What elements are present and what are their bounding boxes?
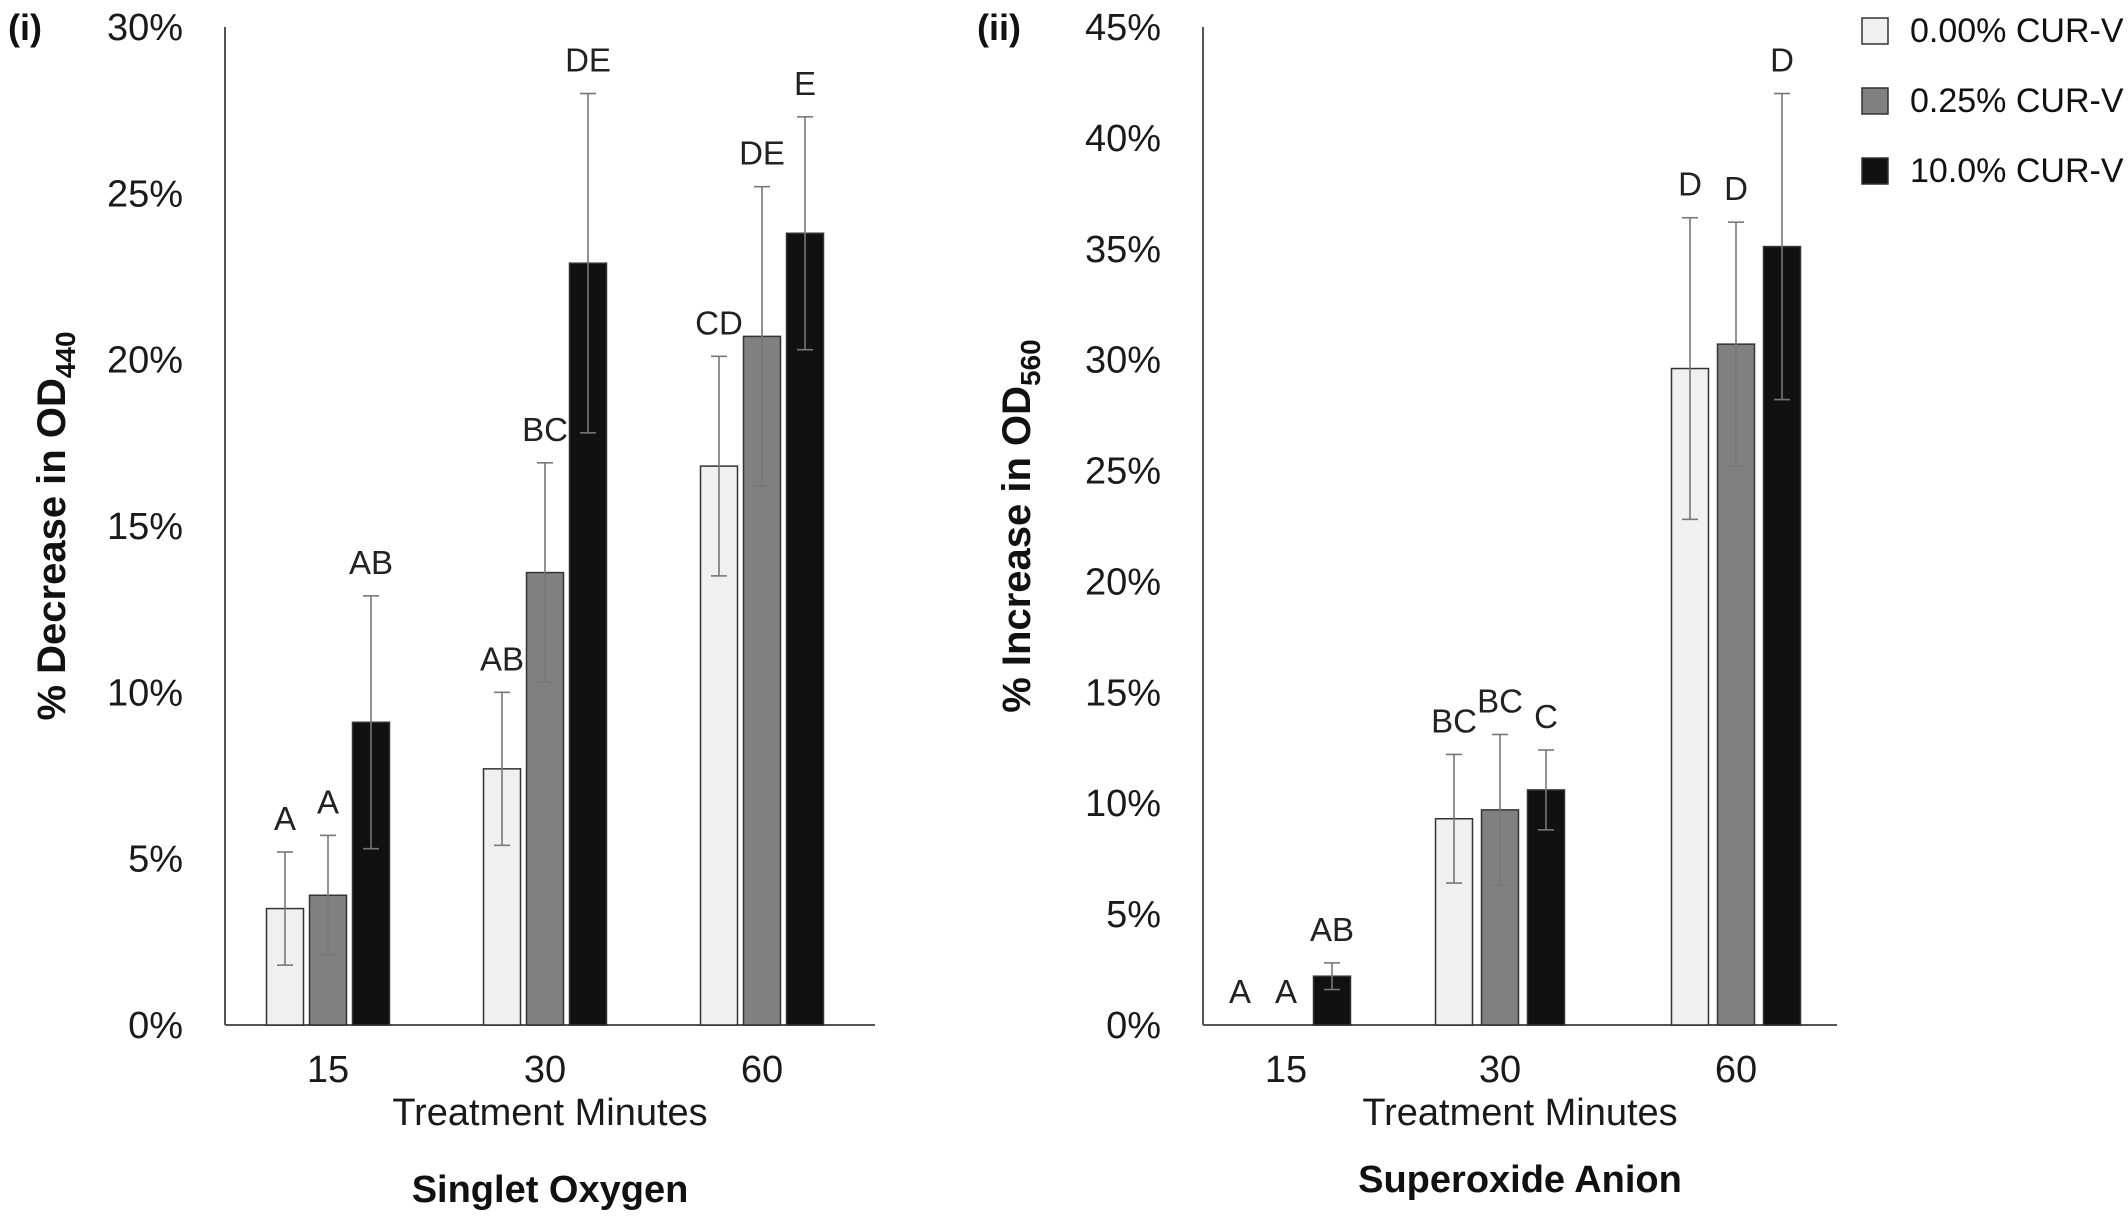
y-tick-label: 25% (1085, 451, 1161, 493)
x-tick-label: 30 (1479, 1049, 1521, 1091)
y-axis-label: % Increase in OD560 (995, 339, 1046, 713)
significance-label: AB (480, 640, 524, 677)
y-axis-label-main: % Increase in OD (995, 386, 1039, 713)
y-tick-label: 45% (1085, 7, 1161, 49)
y-tick-label: 10% (1085, 783, 1161, 825)
x-tick-label: 30 (524, 1049, 566, 1091)
significance-label: BC (1477, 682, 1523, 719)
significance-label: A (274, 800, 296, 837)
significance-label: C (1534, 698, 1558, 735)
bar (308, 894, 348, 1026)
y-axis-label: % Decrease in OD440 (30, 331, 81, 720)
y-axis-label-subscript: 440 (50, 331, 81, 378)
legend-label: 0.25% CUR-V (1910, 82, 2124, 120)
legend: 0.00% CUR-V 0.25% CUR-V 10.0% CUR-V (1861, 12, 2124, 190)
panel-superoxide-anion: (ii) 0% 5% 10% 15% 20% 25% 30% 35% 40% 45% A A AB 15 BC… (977, 7, 1837, 1201)
significance-label: CD (695, 304, 743, 341)
y-tick-label: 5% (1106, 894, 1161, 936)
significance-label: A (317, 783, 339, 820)
significance-label: AB (349, 544, 393, 581)
significance-label: E (794, 65, 816, 102)
significance-label: BC (1431, 702, 1477, 739)
x-tick-label: 60 (1715, 1049, 1757, 1091)
y-tick-label: 30% (1085, 340, 1161, 382)
y-tick-label: 0% (128, 1005, 183, 1047)
y-tick-label: 25% (107, 173, 183, 215)
x-axis-label: Treatment Minutes (392, 1092, 707, 1134)
x-axis-label: Treatment Minutes (1362, 1092, 1677, 1134)
y-tick-label: 40% (1085, 118, 1161, 160)
bar (785, 232, 825, 1026)
panel-title: Superoxide Anion (1358, 1159, 1682, 1201)
x-tick-label: 15 (307, 1049, 349, 1091)
y-tick-label: 20% (107, 340, 183, 382)
y-tick-label: 20% (1085, 561, 1161, 603)
significance-label: AB (1310, 911, 1354, 948)
legend-label: 10.0% CUR-V (1910, 152, 2124, 190)
y-tick-label: 15% (107, 506, 183, 548)
y-tick-label: 30% (107, 7, 183, 49)
significance-label: BC (522, 411, 568, 448)
y-tick-label: 15% (1085, 672, 1161, 714)
panel-tag: (ii) (977, 7, 1021, 48)
legend-swatch (1861, 17, 1889, 45)
legend-label: 0.00% CUR-V (1910, 12, 2124, 50)
panel-tag: (i) (8, 7, 42, 48)
legend-swatch (1861, 87, 1889, 115)
significance-label: DE (565, 42, 611, 79)
panel-singlet-oxygen: (i) 0% 5% 10% 15% 20% 25% 30% A A AB 15 AB BC DE 30 CD DE… (8, 7, 875, 1211)
y-tick-label: 5% (128, 839, 183, 881)
y-tick-label: 0% (1106, 1005, 1161, 1047)
y-axis-label-subscript: 560 (1015, 339, 1046, 386)
significance-label: A (1229, 973, 1251, 1010)
legend-swatch (1861, 157, 1889, 185)
significance-label: D (1770, 42, 1794, 79)
x-tick-label: 60 (741, 1049, 783, 1091)
y-axis-label-main: % Decrease in OD (30, 378, 74, 720)
significance-label: D (1724, 170, 1748, 207)
significance-label: A (1275, 973, 1297, 1010)
x-tick-label: 15 (1265, 1049, 1307, 1091)
significance-label: DE (739, 135, 785, 172)
significance-label: D (1678, 166, 1702, 203)
y-tick-label: 35% (1085, 229, 1161, 271)
panel-title: Singlet Oxygen (412, 1169, 689, 1211)
y-tick-label: 10% (107, 672, 183, 714)
